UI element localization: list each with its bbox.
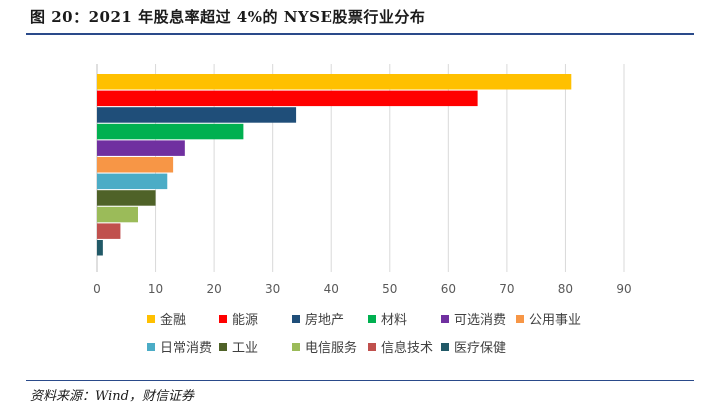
legend-item: 材料 bbox=[368, 313, 407, 328]
legend-label: 医疗保健 bbox=[454, 341, 506, 356]
legend-swatch bbox=[292, 343, 300, 351]
legend-swatch bbox=[441, 343, 449, 351]
bar-金融 bbox=[97, 74, 572, 90]
x-tick-label: 80 bbox=[558, 282, 573, 296]
legend-label: 信息技术 bbox=[381, 340, 433, 356]
legend-item: 能源 bbox=[219, 313, 258, 328]
legend-swatch bbox=[292, 315, 300, 323]
bar-信息技术 bbox=[97, 223, 121, 239]
source-divider bbox=[26, 380, 694, 381]
bar-材料 bbox=[97, 123, 244, 140]
legend-swatch bbox=[368, 315, 376, 323]
legend-label: 金融 bbox=[160, 312, 186, 328]
legend-label: 房地产 bbox=[305, 312, 344, 328]
legend-swatch bbox=[219, 315, 227, 323]
source-note: 资料来源：Wind，财信证券 bbox=[30, 389, 194, 404]
legend-item: 可选消费 bbox=[441, 313, 506, 328]
legend-label: 日常消费 bbox=[160, 341, 212, 356]
title-divider bbox=[26, 33, 694, 35]
legend-item: 金融 bbox=[147, 312, 186, 328]
x-tick-label: 20 bbox=[206, 282, 221, 296]
x-tick-label: 30 bbox=[265, 282, 280, 296]
x-tick-label: 50 bbox=[382, 282, 397, 296]
x-tick-label: 60 bbox=[441, 282, 456, 296]
bar-工业 bbox=[97, 190, 156, 206]
bar-电信服务 bbox=[97, 206, 138, 223]
legend-label: 电信服务 bbox=[305, 340, 357, 356]
x-axis-ticks: 0 10 20 30 40 50 60 70 80 90 bbox=[93, 282, 631, 296]
bar-房地产 bbox=[97, 107, 297, 123]
legend-item: 房地产 bbox=[292, 312, 344, 328]
chart-title: 图 20：2021 年股息率超过 4%的 NYSE股票行业分布 bbox=[30, 8, 426, 26]
legend-swatch bbox=[516, 315, 524, 323]
legend-label: 材料 bbox=[381, 313, 407, 328]
legend-item: 公用事业 bbox=[516, 313, 581, 328]
legend-swatch bbox=[441, 315, 449, 323]
legend-swatch bbox=[368, 343, 376, 351]
legend-item: 日常消费 bbox=[147, 341, 212, 356]
bar-能源 bbox=[97, 90, 478, 107]
bar-医疗保健 bbox=[97, 240, 103, 256]
legend-item: 信息技术 bbox=[368, 340, 433, 356]
legend-label: 公用事业 bbox=[529, 313, 581, 328]
legend-item: 工业 bbox=[219, 341, 258, 356]
bar-可选消费 bbox=[97, 140, 185, 156]
legend-item: 电信服务 bbox=[292, 340, 357, 356]
bar-chart: 0 10 20 30 40 50 60 70 80 90 金融 能源 房地产 材料 可选消费 公用事业日常消… bbox=[93, 64, 632, 356]
x-tick-label: 90 bbox=[616, 282, 631, 296]
x-tick-label: 0 bbox=[93, 282, 101, 296]
legend-label: 工业 bbox=[232, 341, 258, 356]
bar-日常消费 bbox=[97, 173, 168, 190]
legend-label: 可选消费 bbox=[454, 313, 506, 328]
x-tick-label: 10 bbox=[148, 282, 163, 296]
legend-label: 能源 bbox=[232, 313, 258, 328]
bar-公用事业 bbox=[97, 157, 174, 173]
legend-swatch bbox=[219, 343, 227, 351]
bar-series bbox=[97, 74, 572, 256]
x-tick-label: 40 bbox=[324, 282, 339, 296]
legend-swatch bbox=[147, 315, 155, 323]
legend-item: 医疗保健 bbox=[441, 341, 506, 356]
legend-swatch bbox=[147, 343, 155, 351]
x-tick-label: 70 bbox=[499, 282, 514, 296]
